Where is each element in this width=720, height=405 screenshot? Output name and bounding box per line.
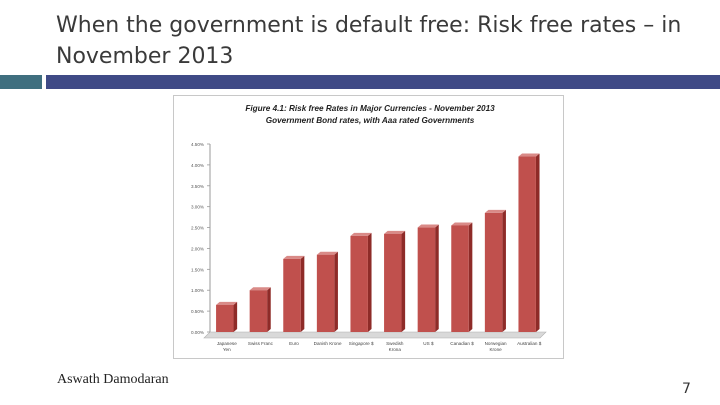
bar-top [451, 222, 473, 226]
y-tick-label: 2.50% [191, 226, 204, 231]
x-tick-label: Yen [223, 347, 231, 352]
bar-side [267, 287, 271, 332]
bar-top [417, 224, 439, 228]
bar [484, 212, 503, 332]
bar [283, 258, 301, 332]
bar-side [233, 301, 238, 332]
bar-top [249, 287, 271, 291]
chart-title-line2: Government Bond rates, with Aaa rated Go… [266, 116, 475, 125]
accent-bar-right [46, 75, 720, 89]
x-tick-label: Euro [289, 341, 299, 346]
bar [518, 156, 536, 332]
x-tick-label: Krone [489, 347, 502, 352]
bar [451, 225, 469, 332]
bar [216, 304, 234, 332]
bar [249, 290, 268, 332]
x-tick-label: Danish Krone [314, 341, 342, 346]
bar-side [367, 232, 372, 332]
x-tick-label: Norwegian [485, 341, 507, 346]
bar-side [300, 255, 305, 332]
accent-bar-left [0, 75, 42, 89]
y-tick-label: 2.00% [191, 246, 204, 251]
bar-top [518, 153, 540, 157]
bar [350, 235, 368, 332]
footer-author: Aswath Damodaran [57, 372, 169, 387]
x-tick-label: Japanese [217, 341, 237, 346]
bar-top [283, 255, 305, 259]
y-tick-label: 4.50% [191, 142, 204, 147]
chart-image: Figure 4.1: Risk free Rates in Major Cur… [173, 95, 564, 359]
y-tick-label: 0.00% [191, 330, 204, 335]
y-tick-label: 3.00% [191, 205, 204, 210]
bar-top [316, 251, 338, 255]
bar-side [535, 153, 540, 332]
bar-top [350, 232, 372, 236]
bar [384, 233, 402, 332]
x-tick-label: US $ [423, 341, 434, 346]
bar [417, 227, 436, 332]
bar-chart: Figure 4.1: Risk free Rates in Major Cur… [191, 104, 547, 352]
y-tick-label: 0.50% [191, 309, 204, 314]
x-tick-label: Singapore $ [349, 341, 374, 346]
bar-side [435, 224, 439, 332]
chart-floor [203, 331, 547, 339]
page-number: 7 [682, 381, 691, 397]
y-tick-label: 1.00% [191, 288, 204, 293]
y-tick-label: 1.50% [191, 267, 204, 272]
bar-top [484, 209, 506, 213]
chart-title-line1: Figure 4.1: Risk free Rates in Major Cur… [245, 104, 495, 113]
x-tick-label: Krona [389, 347, 402, 352]
x-tick-label: Canadian $ [450, 341, 474, 346]
slide-title: When the government is default free: Ris… [56, 13, 682, 69]
bar-side [502, 209, 506, 332]
bar-side [468, 222, 473, 332]
y-tick-label: 4.00% [191, 163, 204, 168]
x-tick-label: Swedish [386, 341, 404, 346]
x-tick-label: Swiss Franc [248, 341, 274, 346]
bar [316, 254, 335, 332]
bar-side [401, 230, 406, 332]
bar-top [384, 230, 406, 234]
bar-side [334, 251, 338, 332]
x-tick-label: Australian $ [517, 341, 542, 346]
bar-top [216, 301, 238, 305]
y-tick-label: 3.50% [191, 184, 204, 189]
